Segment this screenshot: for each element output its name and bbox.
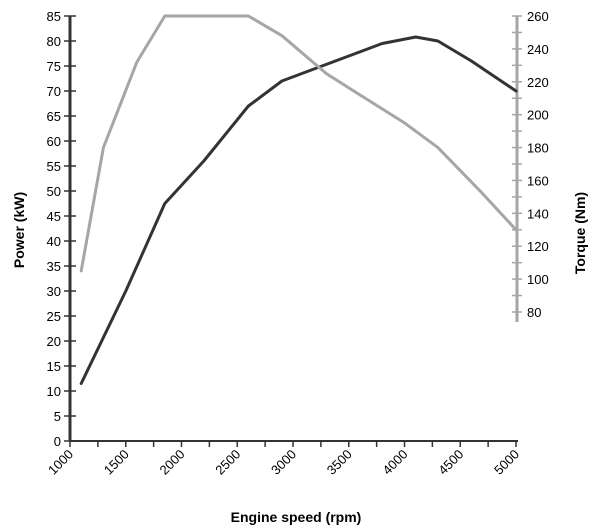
power-tick-label: 15 [47,359,61,374]
torque-series-line [79,14,518,273]
power-tick-label: 50 [47,184,61,199]
engine-speed-tick-label: 4000 [380,447,411,478]
torque-tick-label: 160 [527,173,549,188]
power-tick-label: 55 [47,159,61,174]
y-axis-title: Power (kW) [11,192,27,268]
torque-tick-label: 80 [527,305,541,320]
power-tick-label: 65 [47,109,61,124]
power-tick-label: 60 [47,134,61,149]
engine-speed-axis: 1000 1500 2000 2500 3000 3500 4000 4500 5000 [45,440,522,478]
power-tick-label: 40 [47,234,61,249]
torque-tick-label: 240 [527,42,549,57]
power-tick-label: 35 [47,259,61,274]
power-tick-label: 20 [47,334,61,349]
power-tick-label: 85 [47,9,61,24]
torque-axis: 80 100 120 140 160 180 200 220 240 260 [512,9,549,322]
torque-tick-label: 140 [527,206,549,221]
x-axis-title: Engine speed (rpm) [231,509,362,525]
engine-speed-tick-label: 1000 [45,447,76,478]
torque-tick-label: 200 [527,108,549,123]
power-tick-label: 5 [54,409,61,424]
power-tick-label: 25 [47,309,61,324]
torque-tick-label: 100 [527,272,549,287]
power-axis: 0 5 10 15 20 25 30 35 40 45 50 55 60 65 70 75 80 85 [47,9,76,449]
torque-tick-label: 120 [527,239,549,254]
engine-speed-tick-label: 4500 [435,447,466,478]
engine-speed-tick-label: 1500 [101,447,132,478]
power-tick-label: 10 [47,384,61,399]
series-layer [79,14,518,385]
power-tick-label: 80 [47,34,61,49]
engine-speed-tick-label: 2500 [212,447,243,478]
engine-speed-tick-label: 2000 [157,447,188,478]
torque-tick-label: 220 [527,75,549,90]
power-tick-label: 70 [47,84,61,99]
engine-speed-tick-label: 5000 [491,447,522,478]
power-tick-label: 45 [47,209,61,224]
engine-speed-tick-label: 3500 [324,447,355,478]
torque-tick-label: 260 [527,9,549,24]
engine-speed-tick-label: 3000 [268,447,299,478]
torque-tick-label: 180 [527,141,549,156]
power-tick-label: 30 [47,284,61,299]
power-series-line [79,35,518,385]
power-tick-label: 0 [54,434,61,449]
y2-axis-title: Torque (Nm) [572,192,588,274]
power-tick-label: 75 [47,59,61,74]
